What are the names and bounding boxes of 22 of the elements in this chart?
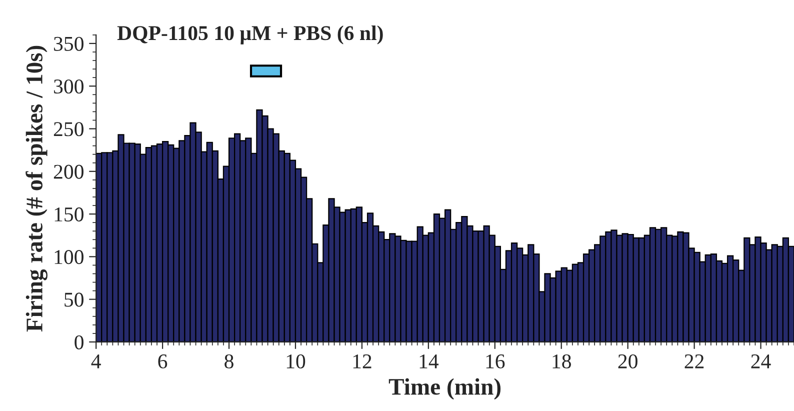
y-tick-label: 350 (54, 36, 84, 51)
x-tick-label: 12 (353, 354, 372, 368)
y-axis-title: Firing rate (# of spikes / 10s) (26, 46, 48, 332)
x-tick-label: 14 (420, 354, 439, 368)
chart-title: DQP-1105 10 μM + PBS (6 nl) (117, 25, 383, 44)
x-tick-label: 22 (684, 354, 704, 368)
x-tick-label: 16 (486, 354, 505, 368)
x-tick-label: 10 (286, 354, 306, 368)
x-tick-label: 8 (224, 354, 234, 368)
y-tick-label: 250 (54, 122, 84, 136)
y-tick-label: 300 (54, 79, 84, 94)
x-tick-label: 4 (91, 354, 101, 368)
y-tick-label: 200 (54, 164, 84, 179)
y-tick-label: 150 (54, 207, 84, 222)
x-tick-label: 24 (751, 354, 771, 368)
x-tick-label: 20 (618, 354, 638, 368)
x-tick-label: 6 (158, 354, 168, 368)
y-tick-label: 0 (74, 335, 84, 350)
y-tick-label: 100 (54, 250, 84, 264)
y-tick-label: 50 (64, 292, 84, 307)
x-tick-label: 18 (552, 354, 571, 368)
x-axis-title: Time (min) (388, 378, 501, 400)
